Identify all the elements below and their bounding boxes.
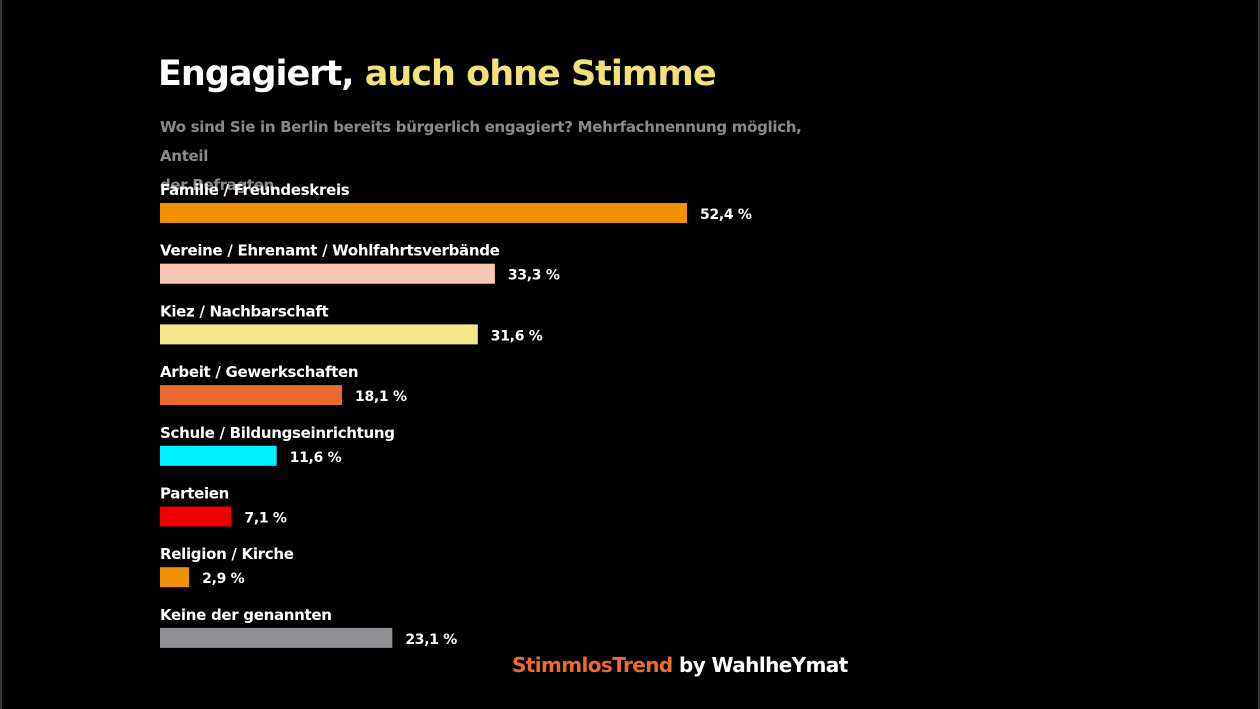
value-label: 23,1 % xyxy=(405,632,457,648)
category-label: Keine der genannten xyxy=(160,606,332,624)
value-label: 52,4 % xyxy=(700,207,752,223)
category-label: Vereine / Ehrenamt / Wohlfahrtsverbände xyxy=(160,242,500,260)
category-label: Familie / Freundeskreis xyxy=(160,181,350,199)
footer-credit: StimmlosTrend by WahlheYmat xyxy=(512,653,848,677)
category-label: Kiez / Nachbarschaft xyxy=(160,302,329,320)
value-label: 31,6 % xyxy=(491,328,543,344)
bar xyxy=(160,627,393,648)
bar xyxy=(160,203,687,223)
chart-subtitle-line-1: Wo sind Sie in Berlin bereits bürgerlich… xyxy=(160,118,802,165)
category-label: Arbeit / Gewerkschaften xyxy=(160,363,358,381)
bar xyxy=(160,445,277,466)
footer-by: by WahlheYmat xyxy=(679,653,848,677)
chart-title-accent: auch ohne Stimme xyxy=(364,54,717,94)
bar xyxy=(160,567,190,588)
chart-title-main: Engagiert, xyxy=(158,54,355,94)
bar xyxy=(160,506,232,527)
bar xyxy=(160,324,478,345)
chart-title: Engagiert, auch ohne Stimme xyxy=(158,54,717,94)
category-label: Religion / Kirche xyxy=(160,545,294,563)
value-label: 33,3 % xyxy=(508,268,560,284)
value-label: 2,9 % xyxy=(202,571,244,587)
value-label: 18,1 % xyxy=(355,389,407,405)
value-label: 7,1 % xyxy=(244,511,286,527)
chart-subtitle-line-2: der Befragten. xyxy=(160,176,280,194)
bar xyxy=(160,263,495,284)
category-label: Schule / Bildungseinrichtung xyxy=(160,424,395,442)
bar xyxy=(160,385,343,406)
value-label: 11,6 % xyxy=(290,450,342,466)
footer-brand: StimmlosTrend xyxy=(512,653,673,677)
chart-subtitle: Wo sind Sie in Berlin bereits bürgerlich… xyxy=(160,113,840,200)
category-label: Parteien xyxy=(160,485,229,503)
